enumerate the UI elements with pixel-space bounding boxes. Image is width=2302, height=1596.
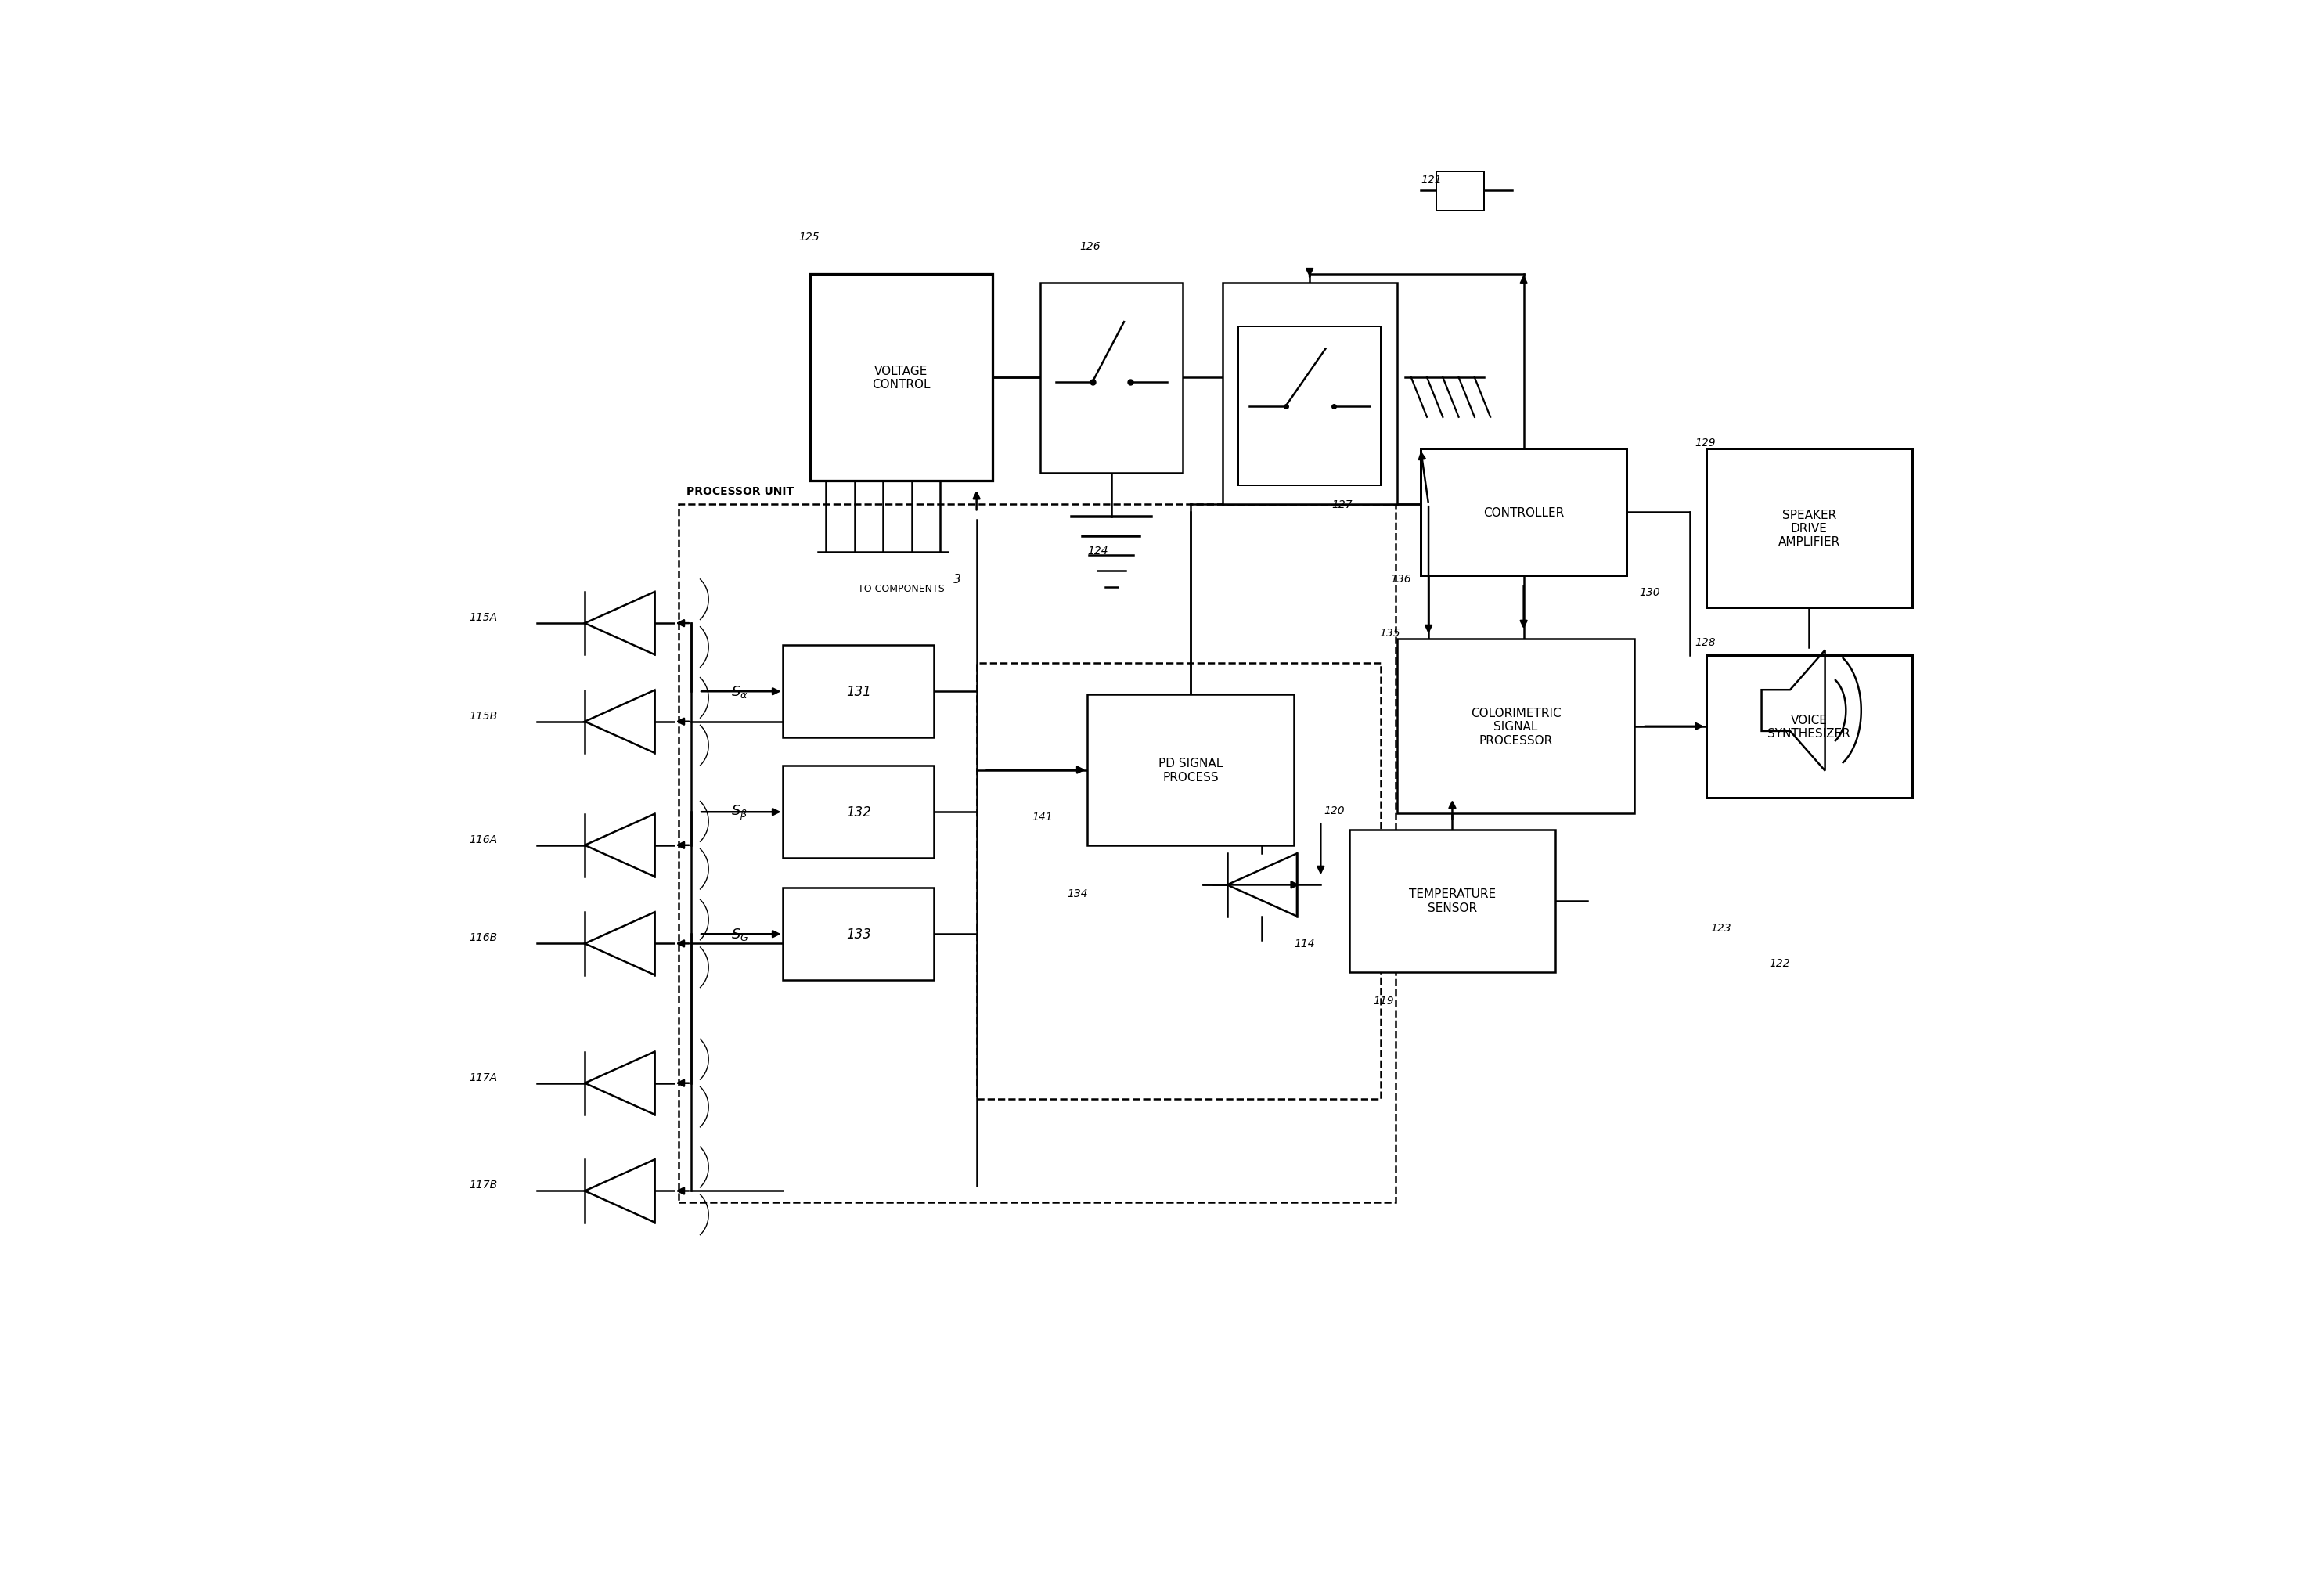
Text: $S_G$: $S_G$ bbox=[730, 927, 748, 942]
Polygon shape bbox=[585, 691, 654, 753]
FancyBboxPatch shape bbox=[783, 646, 935, 737]
Polygon shape bbox=[1227, 854, 1296, 916]
Text: 121: 121 bbox=[1420, 174, 1441, 185]
FancyBboxPatch shape bbox=[783, 889, 935, 980]
Text: PROCESSOR UNIT: PROCESSOR UNIT bbox=[686, 485, 794, 496]
Text: $S_\alpha$: $S_\alpha$ bbox=[730, 685, 748, 699]
Text: 123: 123 bbox=[1710, 922, 1731, 934]
Text: CONTROLLER: CONTROLLER bbox=[1482, 508, 1563, 519]
Text: 124: 124 bbox=[1087, 546, 1107, 555]
Text: 3: 3 bbox=[953, 573, 960, 586]
Text: 129: 129 bbox=[1694, 437, 1715, 448]
Polygon shape bbox=[585, 1052, 654, 1114]
Polygon shape bbox=[585, 814, 654, 876]
Text: 117A: 117A bbox=[470, 1071, 497, 1082]
Text: TO COMPONENTS: TO COMPONENTS bbox=[859, 584, 944, 594]
Text: 125: 125 bbox=[799, 231, 820, 243]
FancyBboxPatch shape bbox=[1397, 640, 1634, 814]
FancyBboxPatch shape bbox=[1420, 448, 1628, 576]
Text: 132: 132 bbox=[845, 806, 870, 819]
Text: 135: 135 bbox=[1379, 627, 1400, 638]
Text: 114: 114 bbox=[1294, 938, 1314, 950]
FancyBboxPatch shape bbox=[1706, 448, 1913, 608]
Polygon shape bbox=[585, 913, 654, 975]
FancyBboxPatch shape bbox=[783, 766, 935, 859]
Polygon shape bbox=[585, 592, 654, 654]
Text: TEMPERATURE
SENSOR: TEMPERATURE SENSOR bbox=[1409, 889, 1496, 913]
Text: COLORIMETRIC
SIGNAL
PROCESSOR: COLORIMETRIC SIGNAL PROCESSOR bbox=[1471, 707, 1561, 747]
Text: 116A: 116A bbox=[470, 833, 497, 844]
Text: VOICE
SYNTHESIZER: VOICE SYNTHESIZER bbox=[1768, 713, 1851, 739]
Text: 122: 122 bbox=[1770, 958, 1791, 969]
Text: VOLTAGE
CONTROL: VOLTAGE CONTROL bbox=[872, 365, 930, 391]
Text: 117B: 117B bbox=[470, 1179, 497, 1191]
Text: 133: 133 bbox=[845, 927, 870, 942]
Text: 128: 128 bbox=[1694, 637, 1715, 648]
Text: 127: 127 bbox=[1333, 500, 1354, 511]
FancyBboxPatch shape bbox=[1706, 656, 1913, 798]
FancyBboxPatch shape bbox=[810, 275, 992, 480]
FancyBboxPatch shape bbox=[1238, 327, 1381, 485]
Text: 120: 120 bbox=[1324, 806, 1344, 816]
FancyBboxPatch shape bbox=[1436, 172, 1485, 212]
Text: 119: 119 bbox=[1372, 996, 1395, 1007]
Text: 115B: 115B bbox=[470, 710, 497, 721]
Text: 115A: 115A bbox=[470, 611, 497, 622]
Polygon shape bbox=[585, 1160, 654, 1223]
FancyBboxPatch shape bbox=[1087, 694, 1294, 846]
FancyBboxPatch shape bbox=[1222, 282, 1397, 504]
Text: 116B: 116B bbox=[470, 932, 497, 943]
Text: 141: 141 bbox=[1031, 811, 1052, 822]
Text: $S_\beta$: $S_\beta$ bbox=[730, 803, 748, 822]
Text: 130: 130 bbox=[1639, 586, 1660, 597]
FancyBboxPatch shape bbox=[1349, 830, 1556, 972]
Text: 131: 131 bbox=[845, 685, 870, 699]
Text: 134: 134 bbox=[1066, 887, 1089, 899]
Text: 126: 126 bbox=[1080, 241, 1100, 252]
Text: PD SIGNAL
PROCESS: PD SIGNAL PROCESS bbox=[1158, 758, 1222, 784]
Text: 136: 136 bbox=[1390, 575, 1411, 584]
Text: SPEAKER
DRIVE
AMPLIFIER: SPEAKER DRIVE AMPLIFIER bbox=[1777, 509, 1839, 547]
FancyBboxPatch shape bbox=[1041, 282, 1183, 472]
